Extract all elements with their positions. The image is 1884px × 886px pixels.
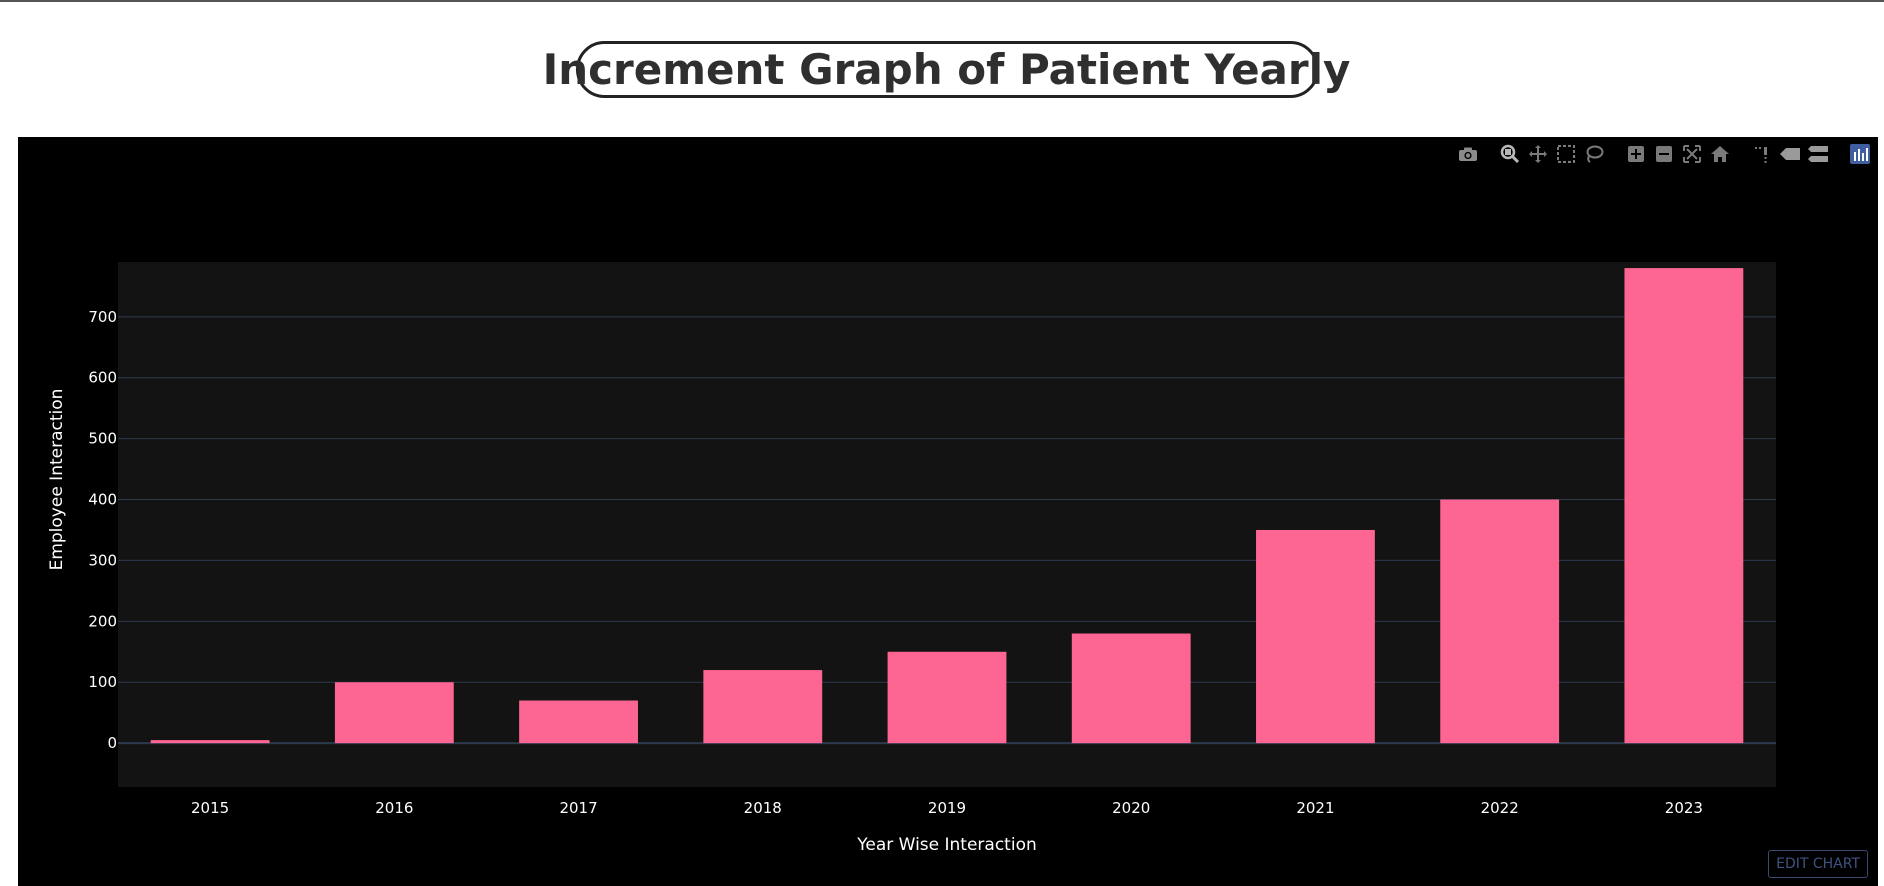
bar-2023[interactable] bbox=[1624, 268, 1744, 744]
y-tick-label: 200 bbox=[88, 612, 117, 630]
bar-2016[interactable] bbox=[334, 682, 454, 744]
y-tick-label: 500 bbox=[88, 430, 117, 448]
modebar-group-drag bbox=[1496, 143, 1608, 165]
lasso-icon[interactable] bbox=[1580, 143, 1608, 165]
y-axis-title: Employee Interaction bbox=[47, 389, 67, 571]
y-tick-label: 700 bbox=[88, 308, 117, 326]
x-tick-label: 2018 bbox=[744, 799, 782, 817]
y-tick-label: 300 bbox=[88, 551, 117, 569]
pan-icon[interactable] bbox=[1524, 143, 1552, 165]
home-icon[interactable] bbox=[1706, 143, 1734, 165]
top-rule bbox=[0, 0, 1884, 2]
y-tick-label: 600 bbox=[88, 369, 117, 387]
bar-2021[interactable] bbox=[1256, 529, 1375, 744]
modebar-group-export bbox=[1454, 143, 1482, 165]
plotly-logo-icon[interactable] bbox=[1846, 143, 1874, 165]
spike-lines-icon[interactable] bbox=[1748, 143, 1776, 165]
x-tick-label: 2022 bbox=[1481, 799, 1519, 817]
x-tick-label: 2016 bbox=[375, 799, 413, 817]
modebar-group-zoom bbox=[1622, 143, 1734, 165]
bar-2018[interactable] bbox=[703, 670, 823, 744]
autoscale-icon[interactable] bbox=[1678, 143, 1706, 165]
y-tick-label: 0 bbox=[107, 734, 117, 752]
bar-2019[interactable] bbox=[887, 651, 1007, 744]
y-tick-labels: 0 100 200 300 400 500 600 700 bbox=[88, 308, 117, 752]
edit-chart-button[interactable]: EDIT CHART bbox=[1768, 850, 1868, 878]
y-tick-label: 400 bbox=[88, 491, 117, 509]
chart-title: Increment Graph of Patient Yearly bbox=[542, 45, 1351, 94]
modebar-group-hover bbox=[1748, 143, 1832, 165]
chart-title-box[interactable]: Increment Graph of Patient Yearly bbox=[543, 41, 1350, 98]
zoom-in-icon[interactable] bbox=[1622, 143, 1650, 165]
hover-closest-icon[interactable] bbox=[1776, 143, 1804, 165]
box-select-icon[interactable] bbox=[1552, 143, 1580, 165]
x-tick-label: 2023 bbox=[1665, 799, 1703, 817]
modebar-group-logo bbox=[1846, 143, 1874, 165]
bar-2020[interactable] bbox=[1071, 633, 1191, 744]
x-axis-title: Year Wise Interaction bbox=[856, 835, 1037, 855]
x-tick-labels: 2015 2016 2017 2018 2019 2020 2021 2022 2023 bbox=[191, 799, 1703, 817]
x-tick-label: 2019 bbox=[928, 799, 966, 817]
bar-2015[interactable] bbox=[150, 740, 270, 744]
bars bbox=[150, 268, 1744, 744]
x-tick-label: 2017 bbox=[559, 799, 597, 817]
zoom-out-icon[interactable] bbox=[1650, 143, 1678, 165]
x-tick-label: 2021 bbox=[1296, 799, 1334, 817]
bar-2022[interactable] bbox=[1440, 499, 1560, 744]
y-tick-label: 100 bbox=[88, 673, 117, 691]
x-tick-label: 2015 bbox=[191, 799, 229, 817]
camera-icon[interactable] bbox=[1454, 143, 1482, 165]
hover-compare-icon[interactable] bbox=[1804, 143, 1832, 165]
x-tick-label: 2020 bbox=[1112, 799, 1150, 817]
modebar bbox=[1440, 143, 1874, 165]
bar-2017[interactable] bbox=[519, 700, 638, 744]
chart-area: 0 100 200 300 400 500 600 700 2015 2016 2017 2018 2… bbox=[18, 137, 1878, 886]
zoom-icon[interactable] bbox=[1496, 143, 1524, 165]
